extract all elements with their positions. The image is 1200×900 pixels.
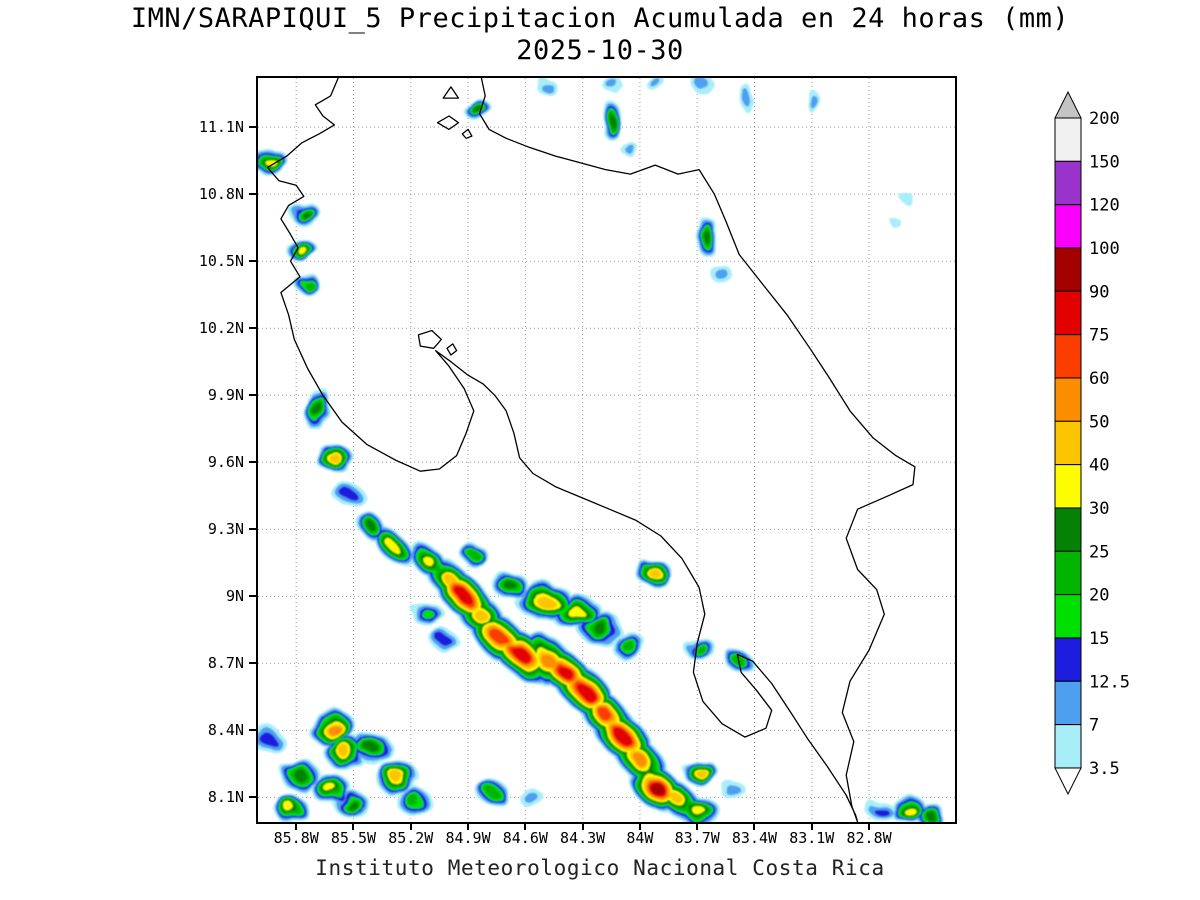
lat-axis-tick: [249, 193, 256, 196]
lon-tick-label: 84.3W: [560, 829, 606, 847]
lat-axis-tick: [249, 327, 256, 330]
colorbar-label: 40: [1089, 456, 1109, 476]
lon-tick-label: 84.9W: [445, 829, 491, 847]
lon-axis-tick: [638, 824, 641, 830]
lat-tick-label: 10.8N: [198, 185, 244, 204]
colorbar-label: 100: [1089, 239, 1120, 259]
lon-axis-tick: [868, 824, 871, 830]
lat-axis-tick: [249, 126, 256, 129]
lon-tick-label: 85.5W: [330, 829, 377, 847]
lon-tick-label: 83.7W: [674, 829, 720, 847]
lon-axis-tick: [295, 824, 298, 830]
lat-tick-label: 11.1N: [198, 118, 244, 137]
precipitation-shading: [258, 78, 946, 822]
colorbar-label: 30: [1089, 499, 1109, 519]
lat-axis-tick: [249, 796, 256, 799]
lon-axis-tick: [810, 824, 813, 830]
colorbar-label: 90: [1089, 282, 1109, 302]
lat-axis-tick: [249, 260, 256, 263]
colorbar-label: 12.5: [1089, 672, 1130, 692]
lon-axis-tick: [696, 824, 699, 830]
colorbar-label: 20: [1089, 586, 1109, 606]
lat-tick-label: 8.4N: [207, 721, 244, 740]
lat-axis-tick: [249, 461, 256, 464]
colorbar-label: 150: [1089, 152, 1120, 172]
colorbar-label: 25: [1089, 542, 1109, 562]
chart-date: 2025-10-30: [516, 35, 684, 66]
precipitation-map: [258, 78, 955, 822]
lat-axis-tick: [249, 662, 256, 665]
coastline: [266, 78, 916, 822]
colorbar-label: 200: [1089, 109, 1120, 129]
lat-axis-tick: [249, 595, 256, 598]
lon-tick-label: 82.8W: [846, 829, 892, 847]
colorbar-label: 60: [1089, 369, 1109, 389]
lat-tick-label: 8.7N: [207, 654, 244, 673]
colorbar-label: 3.5: [1089, 759, 1120, 779]
lat-axis-tick: [249, 394, 256, 397]
lon-tick-label: 83.4W: [731, 829, 778, 847]
colorbar-label: 75: [1089, 326, 1109, 346]
lat-tick-label: 8.1N: [207, 788, 244, 807]
lon-axis-tick: [581, 824, 584, 830]
lon-axis-tick: [409, 824, 412, 830]
lat-axis-tick: [249, 528, 256, 531]
lon-axis-tick: [753, 824, 756, 830]
colorbar-label: 15: [1089, 629, 1109, 649]
lon-tick-label: 84.6W: [502, 829, 548, 847]
lon-axis-tick: [352, 824, 355, 830]
gridlines: [258, 78, 955, 822]
lon-tick-label: 85.8W: [273, 829, 319, 847]
lat-tick-label: 9N: [225, 587, 244, 606]
lon-axis-tick: [524, 824, 527, 830]
map-plot-area: [256, 76, 957, 824]
lat-tick-label: 9.3N: [207, 520, 244, 539]
colorbar-label: 50: [1089, 412, 1109, 432]
lat-tick-label: 10.2N: [198, 319, 244, 338]
colorbar-label: 120: [1089, 196, 1120, 216]
lat-tick-label: 9.9N: [207, 386, 244, 405]
credit-text: Instituto Meteorologico Nacional Costa R…: [315, 856, 885, 880]
colorbar-label: 7: [1089, 716, 1099, 736]
lon-tick-label: 83.1W: [789, 829, 835, 847]
lon-axis-tick: [467, 824, 470, 830]
colorbar-scale: 200 150 120 100 90 75 60 50 40 30 25 20 15 12.5 7 3.5: [1054, 90, 1130, 796]
lat-tick-label: 10.5N: [198, 252, 244, 271]
lat-tick-label: 9.6N: [207, 453, 244, 472]
chart-title: IMN/SARAPIQUI_5 Precipitacion Acumulada …: [130, 3, 1070, 34]
colorbar-legend: 200 150 120 100 90 75 60 50 40 30 25 20 15 12.5 7 3.5: [1053, 90, 1153, 806]
lon-tick-label: 85.2W: [388, 829, 434, 847]
lon-tick-label: 84W: [626, 829, 654, 847]
lat-axis-tick: [249, 729, 256, 732]
